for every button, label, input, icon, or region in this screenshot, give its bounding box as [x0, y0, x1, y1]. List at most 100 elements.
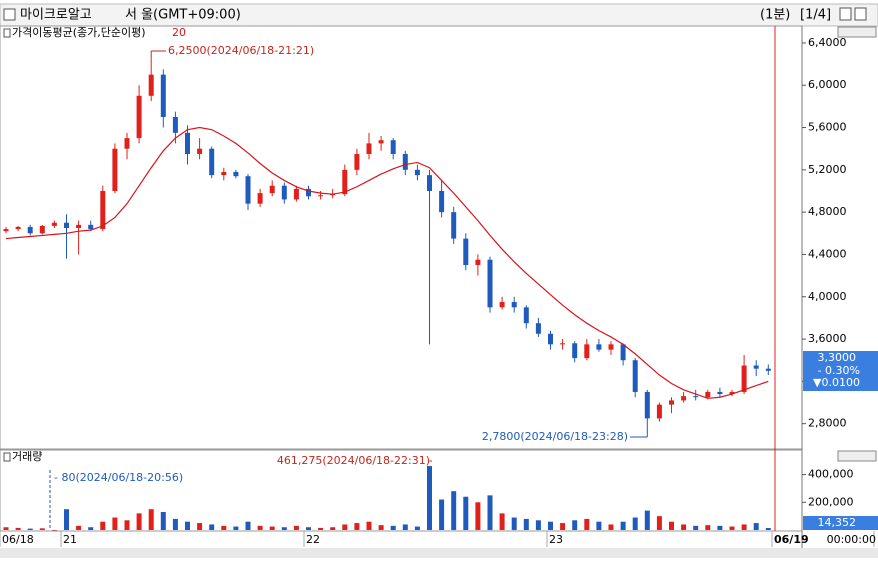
last-price: 3,3000 — [818, 351, 857, 364]
candle-body — [402, 153, 408, 170]
candle-body — [281, 185, 287, 200]
volume-bar — [148, 509, 154, 530]
volume-bar — [548, 521, 553, 530]
volume-bar — [112, 517, 118, 530]
candle-body — [100, 190, 106, 230]
volume-bar — [523, 518, 529, 530]
candle-body — [185, 132, 190, 154]
last-volume-box — [803, 516, 878, 530]
volume-bar — [620, 521, 626, 530]
checkbox[interactable] — [3, 8, 16, 21]
candle-body — [160, 74, 166, 117]
candle-body — [64, 222, 69, 229]
volume-bar — [64, 509, 69, 530]
header-interval: (1분) — [760, 8, 790, 23]
x-tick-label: 00:00:00 — [827, 533, 876, 546]
y-tick-label: 3,6000 — [808, 332, 847, 345]
x-tick-label: 06/19 — [774, 533, 809, 546]
candle-body — [548, 333, 553, 345]
candle-body — [608, 344, 614, 350]
candle-body — [535, 323, 541, 334]
last-diff: ▼0.0100 — [813, 376, 860, 389]
window-button[interactable] — [854, 7, 867, 21]
header-title: 마이크로알고 — [20, 8, 92, 23]
candle-body — [15, 226, 21, 230]
volume-bar — [185, 521, 190, 530]
volume-bar — [717, 525, 723, 530]
panel-buttons[interactable] — [837, 450, 877, 462]
volume-bar — [160, 511, 166, 530]
candle-body — [257, 193, 263, 204]
header-page: [1/4] — [800, 8, 831, 23]
ma-legend: 가격이동평균(종가,단순이평) — [12, 26, 146, 39]
volume-bar — [390, 525, 396, 530]
x-tick-label: 23 — [549, 533, 563, 546]
volume-bar — [729, 526, 735, 530]
y-tick-label: 6,0000 — [808, 78, 847, 91]
candle-body — [414, 169, 420, 176]
window-button[interactable] — [839, 7, 852, 21]
volume-bar — [644, 510, 650, 530]
legend-icon — [3, 452, 11, 462]
candle-body — [51, 222, 57, 226]
legend-icon — [3, 28, 11, 38]
volume-bar — [27, 528, 33, 530]
volume-bar — [499, 513, 505, 530]
volume-bar — [233, 526, 239, 530]
volume-bar — [172, 518, 178, 530]
candle-body — [197, 148, 203, 154]
x-tick-label: 21 — [63, 533, 77, 546]
scrollbar[interactable] — [0, 548, 878, 558]
candle-body — [3, 229, 9, 232]
candle-body — [209, 148, 215, 176]
volume-bar — [669, 521, 674, 530]
candle-body — [596, 344, 602, 350]
candle-body — [233, 171, 239, 177]
candle-body — [172, 116, 178, 133]
candle-body — [499, 302, 505, 308]
candle-body — [705, 391, 711, 398]
annotation: - 80(2024/06/18-20:56) — [54, 471, 183, 484]
y-tick-label: 200,000 — [808, 495, 854, 508]
candle-body — [390, 140, 396, 154]
candle-body — [245, 176, 251, 204]
y-tick-label: 5,6000 — [808, 121, 847, 134]
volume-bar — [608, 524, 614, 530]
candle-body — [463, 238, 469, 266]
candle-body — [693, 396, 699, 398]
candle-body — [124, 138, 130, 149]
volume-bar — [15, 527, 21, 530]
volume-bar — [427, 466, 432, 530]
panel-buttons[interactable] — [837, 26, 877, 38]
y-tick-label: 6,4000 — [808, 36, 847, 49]
ma-period: 20 — [172, 26, 186, 39]
y-tick-label: 2,8000 — [808, 417, 847, 430]
volume-bar — [463, 496, 469, 530]
volume-bar — [535, 520, 541, 530]
candle-body — [318, 195, 324, 197]
last-change: - 0.30% — [818, 364, 860, 377]
volume-title: 거래량 — [12, 450, 42, 463]
candle-body — [269, 185, 275, 194]
volume-bar — [124, 520, 130, 530]
last-price-box — [803, 351, 878, 391]
candle-body — [427, 175, 432, 191]
volume-bar — [765, 528, 771, 530]
volume-bar — [487, 495, 493, 530]
candle-body — [572, 343, 578, 359]
y-tick-label: 4,8000 — [808, 205, 847, 218]
volume-bar — [596, 521, 602, 530]
annotation: 461,275(2024/06/18-22:31) — [277, 454, 430, 467]
volume-bar — [197, 523, 203, 530]
candle-body — [342, 169, 348, 195]
candle-body — [112, 148, 118, 191]
header-market: 서 울(GMT+09:00) — [125, 8, 241, 23]
volume-bar — [681, 524, 687, 530]
volume-bar — [451, 491, 457, 530]
volume-bar — [511, 517, 517, 530]
candle-body — [669, 400, 674, 405]
volume-bar — [402, 524, 408, 530]
annotation: 6,2500(2024/06/18-21:21) — [168, 44, 314, 57]
candle-body — [620, 344, 626, 361]
